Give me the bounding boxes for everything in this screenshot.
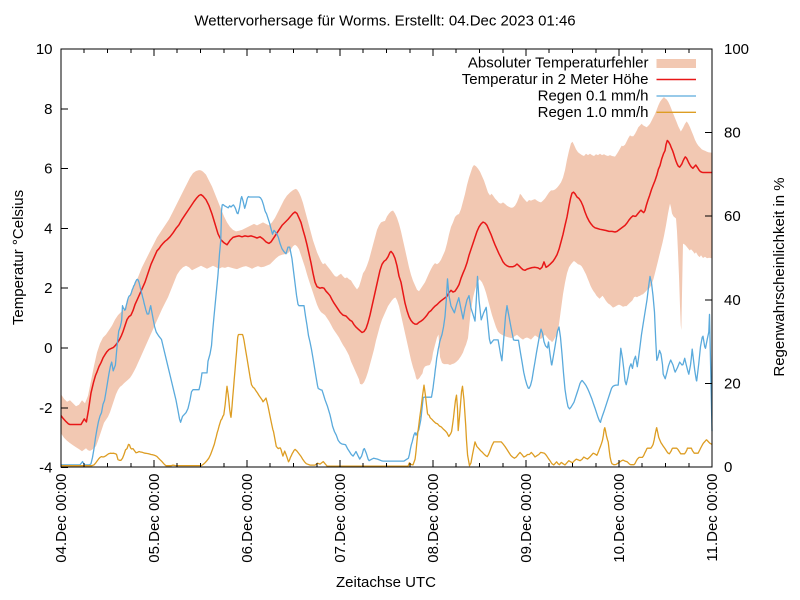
svg-text:2: 2 [44,280,52,297]
svg-text:-2: -2 [39,400,52,417]
svg-text:Regen 0.1 mm/h: Regen 0.1 mm/h [538,88,649,105]
svg-text:11.Dec 00:00: 11.Dec 00:00 [704,474,721,562]
svg-text:10.Dec 00:00: 10.Dec 00:00 [611,474,628,563]
svg-text:08.Dec 00:00: 08.Dec 00:00 [425,474,442,563]
svg-text:06.Dec 00:00: 06.Dec 00:00 [239,474,256,563]
svg-text:40: 40 [724,292,741,309]
svg-text:Temperatur in 2 Meter Höhe: Temperatur in 2 Meter Höhe [462,71,649,88]
svg-text:80: 80 [724,125,741,142]
svg-text:Absoluter Temperaturfehler: Absoluter Temperaturfehler [468,55,649,72]
svg-text:Regen 1.0 mm/h: Regen 1.0 mm/h [538,104,649,121]
svg-text:8: 8 [44,101,52,118]
svg-text:10: 10 [36,41,53,58]
svg-text:60: 60 [724,208,741,225]
svg-text:4: 4 [44,220,52,237]
svg-text:Temperatur °Celsius: Temperatur °Celsius [10,190,27,325]
svg-text:0: 0 [724,459,732,476]
svg-text:100: 100 [724,41,749,58]
svg-text:Regenwahrscheinlichkeit in %: Regenwahrscheinlichkeit in % [771,177,788,376]
svg-text:09.Dec 00:00: 09.Dec 00:00 [518,474,535,563]
svg-text:-4: -4 [39,460,52,477]
svg-text:05.Dec 00:00: 05.Dec 00:00 [146,474,163,563]
svg-text:20: 20 [724,375,741,392]
svg-text:6: 6 [44,161,52,178]
svg-text:07.Dec 00:00: 07.Dec 00:00 [332,474,349,563]
svg-text:Zeitachse UTC: Zeitachse UTC [336,574,436,591]
svg-text:0: 0 [44,340,52,357]
svg-text:Wettervorhersage für Worms. Er: Wettervorhersage für Worms. Erstellt: 04… [194,13,575,30]
svg-text:04.Dec 00:00: 04.Dec 00:00 [53,474,70,563]
